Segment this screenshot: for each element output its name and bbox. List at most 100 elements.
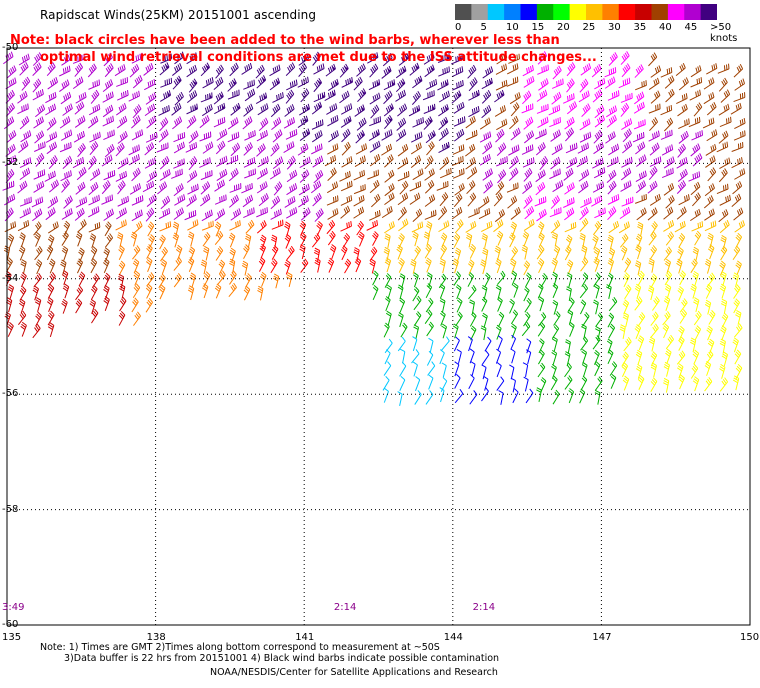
wind-barb [496, 142, 507, 157]
wind-barb [705, 350, 714, 365]
wind-barb [594, 349, 600, 365]
wind-barb [465, 143, 476, 157]
wind-barb [354, 104, 365, 117]
wind-barb [509, 364, 515, 380]
wind-barb [716, 183, 729, 195]
wind-barb [707, 338, 715, 354]
wind-barb [664, 283, 672, 299]
latitude-label: -52 [2, 157, 19, 169]
wind-barb [510, 334, 517, 350]
wind-barb [382, 375, 390, 391]
wind-barb [61, 298, 68, 314]
wind-barb [608, 143, 620, 156]
wind-barb [453, 336, 460, 352]
wind-barb [411, 221, 424, 233]
wind-barb [132, 104, 142, 119]
wind-barb [62, 103, 73, 116]
wind-barb [660, 67, 673, 78]
wind-barb [326, 103, 338, 115]
wind-barb [227, 78, 237, 92]
wind-barb [524, 205, 535, 220]
wind-barb [496, 118, 508, 131]
wind-barb [622, 140, 633, 154]
wind-barb [719, 338, 726, 354]
wind-barb [45, 91, 57, 104]
wind-barb [46, 245, 54, 261]
wind-barb [144, 103, 156, 117]
wind-barb [59, 79, 70, 92]
wind-barb [230, 142, 241, 157]
wind-barb [522, 230, 530, 246]
wind-barb [145, 207, 155, 222]
legend-swatch [684, 4, 702, 20]
wind-barb [325, 63, 336, 77]
wind-barb [327, 115, 339, 127]
wind-barb [383, 361, 392, 376]
wind-barb [690, 143, 701, 157]
wind-barb [313, 63, 325, 75]
wind-barb [214, 208, 226, 222]
legend-label: 0 [455, 22, 462, 33]
wind-barb [620, 51, 630, 65]
wind-barb [690, 283, 697, 299]
wind-barb [381, 143, 393, 156]
wind-barb [592, 157, 604, 169]
wind-barb [467, 336, 473, 352]
wind-barb [356, 63, 366, 77]
legend-label: 40 [659, 22, 672, 33]
wind-barb [482, 312, 488, 328]
wind-barb [635, 244, 642, 260]
wind-barb [534, 196, 547, 207]
wind-barb [5, 168, 15, 184]
wind-barb [45, 103, 57, 116]
wind-barb [383, 387, 389, 403]
wind-barb [117, 90, 129, 101]
wind-barb [703, 92, 715, 105]
wind-barb [621, 351, 629, 367]
wind-barb [412, 75, 423, 89]
wind-barb [285, 89, 295, 104]
wind-barb [675, 62, 686, 77]
wind-barb [607, 90, 620, 101]
wind-barb [594, 78, 606, 90]
wind-barb [370, 193, 381, 208]
wind-barb [549, 168, 561, 180]
wind-barb [482, 168, 493, 181]
wind-barb [145, 92, 157, 105]
wind-barb [356, 117, 367, 131]
wind-barb [580, 197, 592, 209]
wind-barb [506, 76, 519, 87]
wind-barb [103, 296, 110, 312]
wind-barb [690, 258, 698, 274]
wind-barb [90, 258, 98, 274]
wind-barb [32, 62, 42, 76]
wind-barb [581, 272, 589, 288]
wind-barb [21, 76, 31, 91]
wind-barb [693, 102, 703, 117]
wind-barb [679, 298, 688, 313]
wind-barb [552, 65, 562, 80]
wind-barb [440, 244, 447, 260]
wind-barb [537, 116, 549, 128]
wind-barb [634, 296, 643, 311]
wind-barb [481, 350, 490, 365]
wind-barb [494, 209, 506, 223]
wind-barb [35, 152, 45, 167]
wind-barb [424, 209, 437, 220]
longitude-label: 141 [295, 632, 315, 643]
wind-barb [395, 78, 406, 93]
wind-barb [271, 117, 282, 131]
wind-barb [33, 272, 42, 288]
wind-barb [650, 362, 657, 378]
wind-barb [604, 67, 617, 78]
wind-barb [173, 256, 182, 271]
wind-barb [172, 116, 183, 130]
wind-barb [329, 244, 337, 260]
wind-barb [510, 309, 519, 325]
wind-barb [538, 338, 545, 354]
wind-barb [422, 90, 435, 101]
wind-barb [286, 183, 298, 196]
wind-barb [565, 127, 575, 142]
wind-barb [455, 311, 463, 327]
wind-barb [676, 206, 687, 220]
